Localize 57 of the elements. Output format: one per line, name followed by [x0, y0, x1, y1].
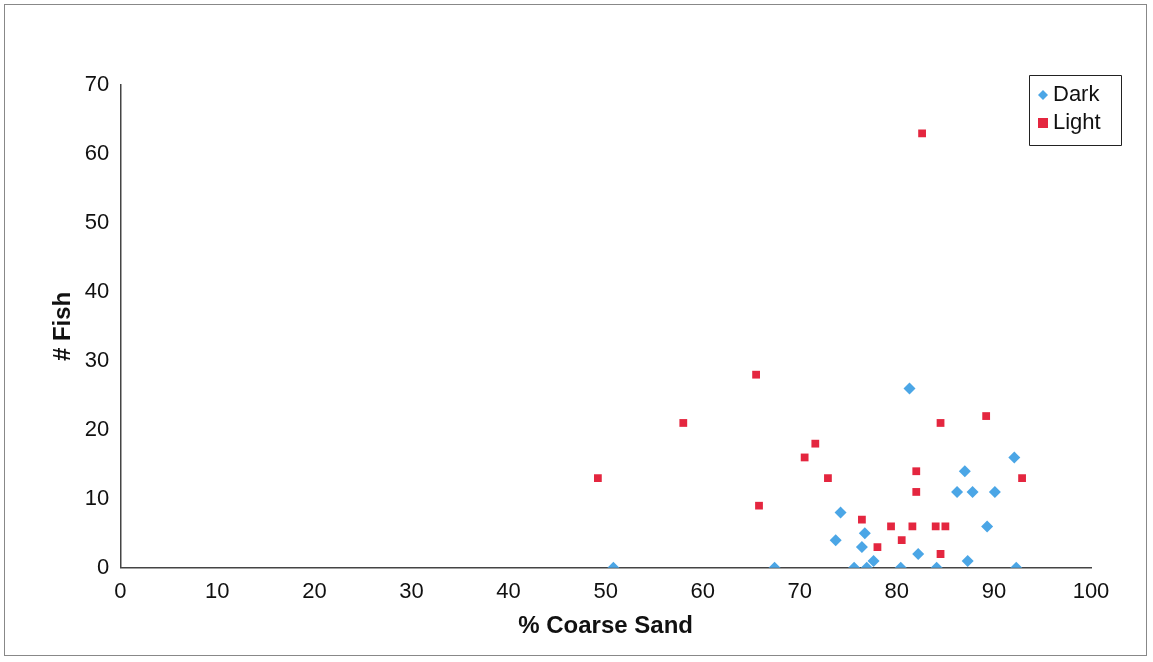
point — [918, 129, 926, 138]
point — [912, 467, 921, 476]
point — [811, 439, 820, 448]
y-tick-label: 60 — [84, 140, 110, 166]
x-tick-label: 40 — [496, 578, 521, 604]
point — [897, 536, 906, 545]
point — [908, 522, 917, 531]
x-tick-label: 90 — [981, 578, 1007, 604]
point — [755, 501, 763, 510]
point — [936, 550, 945, 558]
point — [593, 474, 602, 483]
point — [858, 527, 871, 540]
point — [1008, 451, 1021, 464]
y-tick-label: 10 — [84, 484, 110, 510]
y-tick-label: 20 — [84, 415, 110, 441]
y-tick-label: 40 — [84, 277, 110, 303]
y-tick-label: 70 — [84, 71, 110, 97]
point — [912, 548, 925, 561]
point — [1018, 474, 1026, 483]
x-tick-label: 70 — [787, 578, 813, 604]
x-tick-label: 50 — [593, 578, 618, 604]
point — [829, 534, 842, 547]
point — [966, 485, 979, 498]
point — [982, 412, 991, 420]
point — [679, 419, 688, 427]
x-tick-label: 0 — [114, 578, 127, 604]
point — [873, 543, 882, 551]
y-axis-title: # Fish — [48, 291, 76, 362]
point — [855, 541, 868, 554]
point — [858, 515, 866, 524]
point — [903, 382, 916, 395]
point — [834, 506, 847, 519]
point — [988, 485, 1001, 498]
x-tick-label: 30 — [399, 578, 424, 604]
y-tick-label: 30 — [84, 346, 110, 372]
point — [961, 554, 974, 567]
point — [824, 474, 832, 483]
point — [958, 465, 971, 478]
x-axis-title: % Coarse Sand — [518, 611, 693, 639]
x-tick-label: 80 — [884, 578, 910, 604]
point — [912, 488, 921, 496]
point — [800, 453, 809, 462]
x-tick-label: 10 — [205, 578, 230, 604]
point — [981, 520, 994, 533]
x-tick-label: 100 — [1072, 578, 1110, 604]
x-tick-label: 20 — [302, 578, 327, 604]
y-tick-label: 0 — [97, 553, 110, 579]
point — [936, 419, 945, 427]
x-tick-label: 60 — [690, 578, 715, 604]
point — [931, 522, 940, 531]
y-tick-label: 50 — [84, 209, 110, 235]
point — [752, 370, 760, 379]
point — [951, 485, 964, 498]
point — [887, 522, 895, 531]
legend-label: Light — [1053, 109, 1101, 135]
legend-label: Dark — [1053, 81, 1101, 107]
point — [867, 554, 880, 567]
